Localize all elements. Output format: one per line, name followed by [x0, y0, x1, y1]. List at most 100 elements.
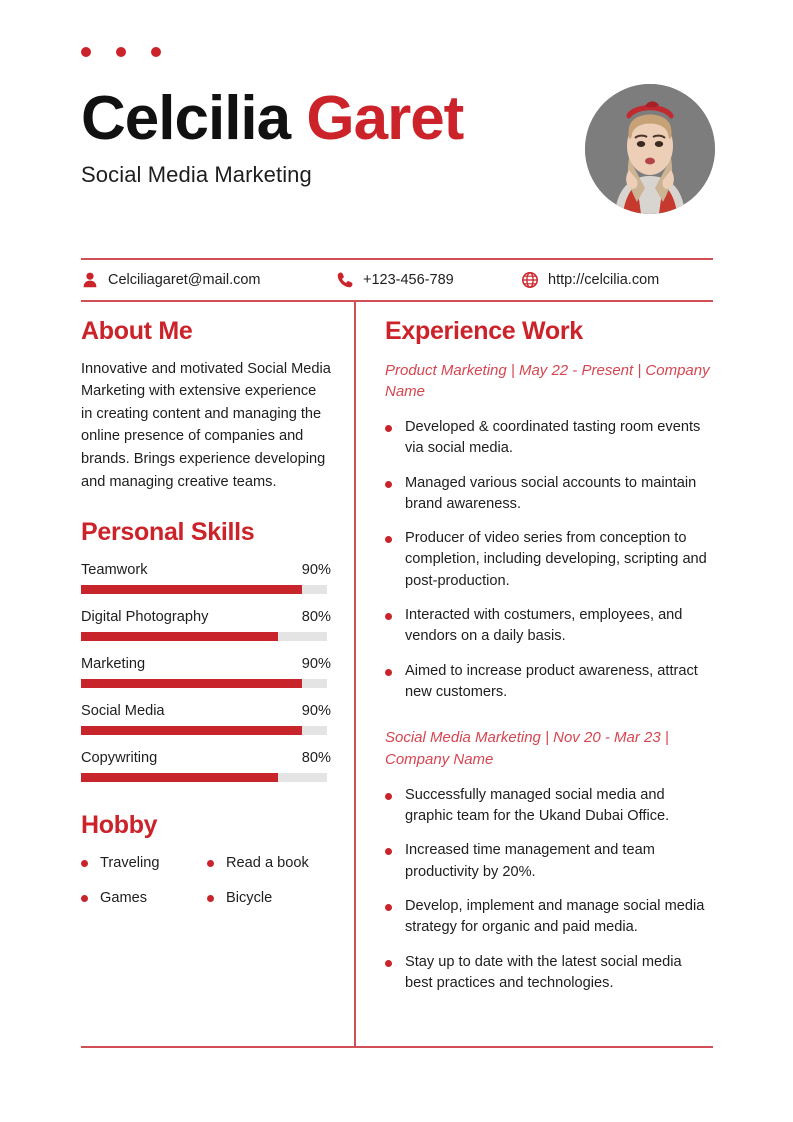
skill-bar	[81, 584, 327, 594]
globe-icon	[522, 272, 538, 288]
bullet-icon	[81, 859, 88, 867]
job-bullet-text: Increased time management and team produ…	[405, 842, 655, 880]
skill-percent: 90%	[301, 702, 331, 719]
skill-percent: 90%	[301, 655, 331, 672]
page-title: Celcilia Garet	[81, 88, 713, 150]
skill-item: Teamwork 90%	[81, 562, 331, 594]
bullet-icon	[385, 425, 392, 432]
job-bullet: Aimed to increase product awareness, att…	[385, 661, 713, 704]
contact-email-text: Celciliagaret@mail.com	[108, 272, 261, 288]
bullet-icon	[207, 894, 214, 902]
hobby-item: Traveling	[81, 855, 207, 871]
contact-website[interactable]: http://celcilia.com	[521, 271, 713, 289]
hobby-heading: Hobby	[81, 810, 158, 839]
hobby-label: Read a book	[226, 855, 309, 872]
bullet-icon	[385, 792, 392, 800]
dot-2	[116, 47, 126, 57]
dot-1	[81, 47, 91, 57]
job-bullet: Developed & coordinated tasting room eve…	[385, 417, 713, 460]
hobby-section: Hobby Traveling Read a book Games Bicycl…	[81, 810, 331, 906]
contact-bar: Celciliagaret@mail.com +123-456-789 http…	[81, 262, 713, 298]
job-bullets: Successfully managed social media and gr…	[385, 785, 713, 994]
experience-heading: Experience Work	[385, 317, 583, 345]
skill-name: Teamwork	[81, 561, 148, 578]
job-bullet: Stay up to date with the latest social m…	[385, 952, 713, 995]
job-title: Product Marketing | May 22 - Present | C…	[385, 361, 710, 401]
job-bullets: Developed & coordinated tasting room eve…	[385, 417, 713, 703]
job-bullet: Develop, implement and manage social med…	[385, 896, 713, 939]
bullet-icon	[385, 668, 392, 676]
hobby-label: Bicycle	[226, 890, 273, 907]
contact-phone[interactable]: +123-456-789	[336, 271, 521, 289]
hobby-item: Read a book	[207, 855, 331, 871]
job-bullet-text: Stay up to date with the latest social m…	[405, 953, 682, 991]
bullet-icon	[385, 480, 392, 488]
job-bullet-text: Develop, implement and manage social med…	[405, 897, 705, 936]
avatar	[585, 84, 715, 214]
profile-photo	[585, 84, 715, 214]
skill-percent: 90%	[301, 561, 331, 578]
bullet-icon	[385, 848, 392, 856]
about-text: Innovative and motivated Social Media Ma…	[81, 360, 331, 490]
dot-3	[151, 47, 161, 57]
skill-name: Copywriting	[81, 749, 158, 766]
skill-name: Digital Photography	[81, 608, 209, 625]
skill-item: Digital Photography 80%	[81, 609, 331, 641]
header: Celcilia Garet Social Media Marketing	[81, 88, 713, 218]
skill-item: Marketing 90%	[81, 656, 331, 688]
skills-heading: Personal Skills	[81, 518, 255, 547]
job-bullet: Managed various social accounts to maint…	[385, 473, 713, 516]
divider-middle	[81, 300, 713, 302]
job-title: Social Media Marketing | Nov 20 - Mar 23…	[385, 729, 669, 769]
skill-bar	[81, 678, 327, 688]
skill-name: Social Media	[81, 702, 165, 719]
right-column: Experience Work Product Marketing | May …	[385, 317, 713, 994]
bullet-icon	[385, 536, 392, 544]
hobby-item: Bicycle	[207, 890, 331, 906]
skill-bar	[81, 725, 327, 735]
divider-bottom	[81, 1046, 713, 1048]
first-name: Celcilia	[81, 84, 291, 153]
job-entry: Product Marketing | May 22 - Present | C…	[385, 360, 713, 704]
skill-item: Copywriting 80%	[81, 750, 331, 782]
decorative-dots	[81, 47, 161, 57]
about-heading: About Me	[81, 317, 193, 345]
bullet-icon	[385, 613, 392, 621]
skills-section: Personal Skills Teamwork 90% Digital Pho…	[81, 519, 331, 782]
job-bullet: Increased time management and team produ…	[385, 840, 713, 883]
job-bullet: Interacted with costumers, employees, an…	[385, 605, 713, 648]
person-icon	[83, 272, 97, 288]
contact-phone-text: +123-456-789	[363, 272, 454, 288]
job-bullet-text: Producer of video series from conception…	[405, 530, 707, 589]
job-bullet-text: Managed various social accounts to maint…	[405, 474, 697, 512]
job-entry: Social Media Marketing | Nov 20 - Mar 23…	[385, 727, 713, 994]
skill-bar-fill	[81, 584, 303, 594]
hobby-label: Games	[100, 890, 148, 907]
skill-bar	[81, 631, 327, 641]
left-column: About Me Innovative and motivated Social…	[81, 317, 331, 906]
bullet-icon	[81, 894, 88, 902]
divider-top	[81, 258, 713, 260]
skill-name: Marketing	[81, 655, 146, 672]
skill-bar-fill	[81, 725, 303, 735]
hobby-item: Games	[81, 890, 207, 906]
job-bullet-text: Aimed to increase product awareness, att…	[405, 662, 698, 700]
contact-email[interactable]: Celciliagaret@mail.com	[81, 271, 336, 289]
bullet-icon	[385, 959, 392, 967]
job-subtitle: Social Media Marketing	[81, 162, 312, 187]
last-name: Garet	[306, 84, 464, 153]
job-bullet: Successfully managed social media and gr…	[385, 785, 713, 828]
job-bullet-text: Interacted with costumers, employees, an…	[405, 607, 683, 645]
job-bullet-text: Developed & coordinated tasting room eve…	[405, 419, 701, 457]
phone-icon	[337, 272, 353, 288]
skill-bar-fill	[81, 678, 303, 688]
skill-percent: 80%	[301, 608, 331, 625]
job-bullet-text: Successfully managed social media and gr…	[405, 786, 670, 825]
job-bullet: Producer of video series from conception…	[385, 528, 713, 592]
skill-bar	[81, 772, 327, 782]
contact-website-text: http://celcilia.com	[548, 272, 660, 288]
skill-item: Social Media 90%	[81, 703, 331, 735]
bullet-icon	[207, 859, 214, 867]
column-divider	[354, 300, 356, 1047]
